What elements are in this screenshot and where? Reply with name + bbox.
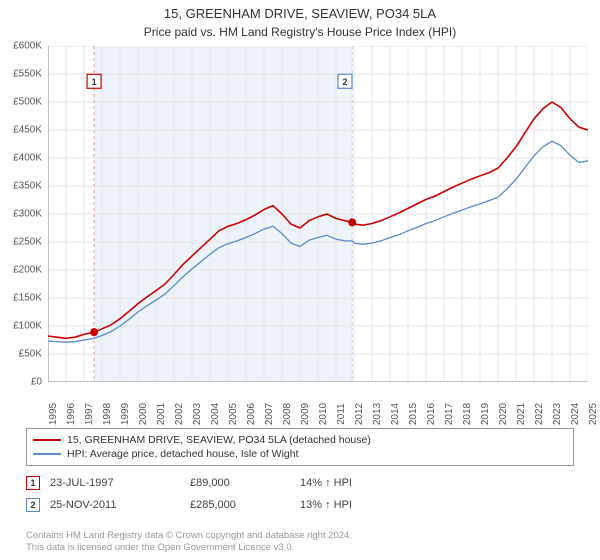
legend-item: 15, GREENHAM DRIVE, SEAVIEW, PO34 5LA (d… — [33, 433, 567, 447]
sale-badge: 2 — [26, 498, 40, 512]
x-tick-label: 2001 — [156, 403, 167, 425]
y-tick-label: £300K — [13, 209, 42, 220]
svg-text:1: 1 — [92, 77, 97, 87]
y-tick-label: £500K — [13, 97, 42, 108]
y-tick-label: £600K — [13, 41, 42, 52]
y-tick-label: £150K — [13, 293, 42, 304]
x-tick-label: 1995 — [48, 403, 59, 425]
x-tick-label: 2005 — [228, 403, 239, 425]
y-tick-label: £400K — [13, 153, 42, 164]
x-tick-label: 2025 — [588, 403, 599, 425]
sale-hpi-diff: 13% ↑ HPI — [300, 499, 400, 511]
svg-text:2: 2 — [342, 77, 347, 87]
x-tick-label: 1997 — [84, 403, 95, 425]
footer-attribution: Contains HM Land Registry data © Crown c… — [26, 530, 574, 554]
x-tick-label: 2002 — [174, 403, 185, 425]
x-tick-label: 2014 — [390, 403, 401, 425]
x-tick-label: 2013 — [372, 403, 383, 425]
sale-row: 1 23-JUL-1997 £89,000 14% ↑ HPI — [26, 472, 574, 494]
x-tick-label: 1998 — [102, 403, 113, 425]
x-tick-label: 2023 — [552, 403, 563, 425]
x-tick-label: 2004 — [210, 403, 221, 425]
x-tick-label: 2024 — [570, 403, 581, 425]
x-tick-label: 2009 — [300, 403, 311, 425]
footer-line-2: This data is licensed under the Open Gov… — [26, 542, 574, 554]
x-tick-label: 2010 — [318, 403, 329, 425]
x-tick-label: 2019 — [480, 403, 491, 425]
legend-item: HPI: Average price, detached house, Isle… — [33, 447, 567, 461]
x-tick-label: 2021 — [516, 403, 527, 425]
chart-container: 15, GREENHAM DRIVE, SEAVIEW, PO34 5LA Pr… — [0, 0, 600, 560]
legend-label: HPI: Average price, detached house, Isle… — [67, 448, 299, 460]
x-tick-label: 2016 — [426, 403, 437, 425]
y-tick-label: £0 — [31, 377, 42, 388]
sale-badge: 1 — [26, 476, 40, 490]
x-tick-label: 2003 — [192, 403, 203, 425]
x-tick-label: 2015 — [408, 403, 419, 425]
y-tick-label: £100K — [13, 321, 42, 332]
x-tick-label: 1999 — [120, 403, 131, 425]
sales-table: 1 23-JUL-1997 £89,000 14% ↑ HPI 2 25-NOV-2011… — [26, 472, 574, 516]
x-tick-label: 2006 — [246, 403, 257, 425]
sale-hpi-diff: 14% ↑ HPI — [300, 477, 400, 489]
chart-title: 15, GREENHAM DRIVE, SEAVIEW, PO34 5LA — [0, 0, 600, 23]
y-tick-label: £550K — [13, 69, 42, 80]
x-tick-label: 2022 — [534, 403, 545, 425]
legend-swatch — [33, 453, 61, 455]
sale-row: 2 25-NOV-2011 £285,000 13% ↑ HPI — [26, 494, 574, 516]
x-tick-label: 2008 — [282, 403, 293, 425]
chart-svg: 12 — [48, 46, 588, 382]
x-tick-label: 2012 — [354, 403, 365, 425]
y-tick-label: £450K — [13, 125, 42, 136]
sale-date: 25-NOV-2011 — [50, 499, 180, 511]
legend: 15, GREENHAM DRIVE, SEAVIEW, PO34 5LA (d… — [26, 428, 574, 466]
legend-label: 15, GREENHAM DRIVE, SEAVIEW, PO34 5LA (d… — [67, 434, 371, 446]
x-tick-label: 2018 — [462, 403, 473, 425]
sale-date: 23-JUL-1997 — [50, 477, 180, 489]
y-tick-label: £200K — [13, 265, 42, 276]
legend-swatch — [33, 439, 61, 441]
x-axis-labels: 1995199619971998199920002001200220032004… — [48, 384, 588, 420]
y-axis-labels: £0£50K£100K£150K£200K£250K£300K£350K£400… — [0, 46, 46, 382]
y-tick-label: £250K — [13, 237, 42, 248]
x-tick-label: 1996 — [66, 403, 77, 425]
plot-area: 12 — [48, 46, 588, 382]
chart-subtitle: Price paid vs. HM Land Registry's House … — [0, 23, 600, 39]
x-tick-label: 2000 — [138, 403, 149, 425]
y-tick-label: £50K — [19, 349, 42, 360]
x-tick-label: 2007 — [264, 403, 275, 425]
footer-line-1: Contains HM Land Registry data © Crown c… — [26, 530, 574, 542]
x-tick-label: 2017 — [444, 403, 455, 425]
x-tick-label: 2011 — [336, 403, 347, 425]
y-tick-label: £350K — [13, 181, 42, 192]
x-tick-label: 2020 — [498, 403, 509, 425]
sale-price: £285,000 — [190, 499, 290, 511]
sale-price: £89,000 — [190, 477, 290, 489]
